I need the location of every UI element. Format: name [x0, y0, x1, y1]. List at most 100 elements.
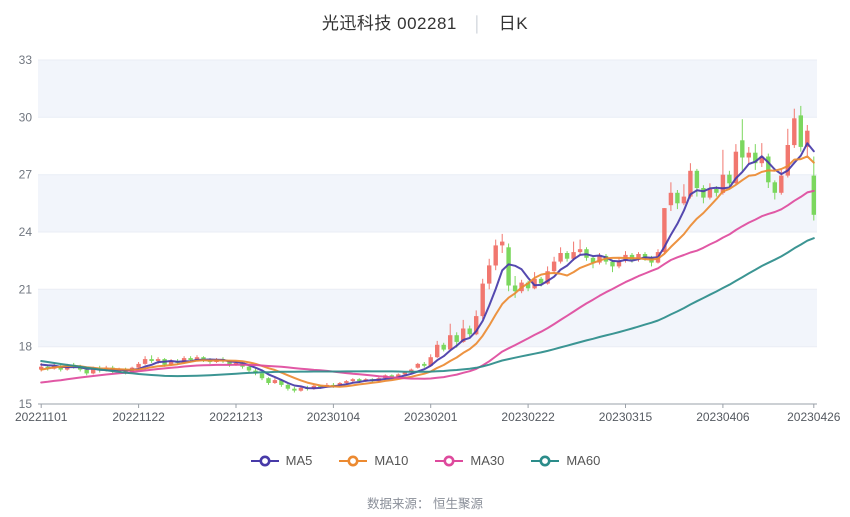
candle-body — [415, 363, 420, 368]
candle-body — [753, 152, 758, 164]
candle-body — [551, 261, 557, 272]
candle-body — [500, 241, 505, 246]
candle-body — [84, 369, 89, 374]
x-axis-label: 20230406 — [696, 410, 750, 424]
candle-body — [772, 182, 777, 193]
plot-band — [38, 174, 817, 232]
price-chart-canvas[interactable]: 15 18 21 24 27 30 33 20221101 20221122 20221213 20… — [0, 0, 850, 440]
x-axis-label: 20230222 — [501, 410, 555, 424]
candle-body — [590, 257, 596, 263]
candle-body — [149, 359, 154, 361]
candle-body — [675, 192, 680, 204]
y-axis-label: 24 — [19, 225, 33, 239]
candle-body — [39, 366, 44, 370]
candle-body — [311, 385, 317, 389]
ma5-legend-marker-icon — [250, 455, 279, 466]
candle-body — [389, 375, 394, 378]
y-axis-label: 30 — [19, 110, 33, 124]
candle-body — [292, 388, 297, 391]
candle-body — [545, 271, 550, 284]
candle-body — [733, 151, 739, 184]
candle-body — [461, 328, 466, 342]
candle-body — [272, 380, 278, 383]
legend-item-ma10[interactable]: MA10 — [338, 453, 408, 468]
candle-body — [201, 357, 206, 361]
candle-body — [558, 253, 563, 262]
legend-label: MA10 — [374, 453, 409, 468]
candle-body — [344, 381, 349, 383]
chart-header: 光迅科技 002281 │ 日K — [0, 9, 850, 34]
candle-body — [720, 174, 726, 193]
candle-body — [142, 359, 148, 364]
legend-label: MA30 — [470, 453, 505, 468]
candle-body — [525, 282, 531, 289]
candle-body — [532, 278, 537, 289]
candle-body — [298, 387, 304, 391]
candle-body — [694, 170, 700, 188]
candle-body — [766, 156, 771, 183]
y-axis-label: 27 — [19, 168, 33, 182]
candle-body — [714, 189, 719, 193]
ma30-legend-marker-icon — [435, 455, 464, 466]
candle-body — [727, 174, 732, 184]
candle-body — [480, 283, 485, 317]
candle-body — [701, 188, 706, 198]
candle-body — [662, 208, 667, 253]
title-separator: │ — [472, 16, 483, 33]
ma60-legend-marker-icon — [531, 455, 560, 466]
data-source-note: 数据来源： 恒生聚源 — [367, 497, 483, 511]
x-axis-label: 20230315 — [599, 410, 653, 424]
candle-body — [571, 252, 576, 259]
candle-body — [493, 245, 498, 266]
candle-body — [779, 175, 784, 193]
plot-band — [38, 289, 817, 347]
legend-item-ma5[interactable]: MA5 — [250, 453, 313, 468]
candle-body — [194, 357, 200, 361]
candle-body — [636, 254, 641, 260]
candle-body — [688, 170, 693, 197]
stock-title: 光迅科技 002281 — [321, 14, 457, 33]
candle-body — [467, 328, 472, 335]
candle-body — [564, 253, 570, 259]
candle-body — [357, 379, 362, 382]
candle-body — [448, 335, 453, 350]
y-axis-label: 21 — [19, 282, 33, 296]
plot-band — [38, 60, 817, 118]
legend-label: MA60 — [566, 453, 601, 468]
candle-body — [597, 255, 602, 263]
candle-body — [487, 265, 492, 284]
candle-body — [454, 335, 459, 342]
y-axis-label: 18 — [19, 340, 33, 354]
candle-body — [792, 118, 797, 146]
ma5-line — [40, 142, 815, 390]
x-axis-label: 20221122 — [112, 410, 165, 424]
candle-body — [811, 175, 816, 215]
candle-body — [746, 152, 751, 158]
x-axis-label: 20230104 — [307, 410, 361, 424]
chart-legend: MA5 MA10 MA30 MA60 — [0, 453, 850, 468]
candle-body — [396, 374, 401, 378]
candle-body — [668, 192, 674, 206]
candle-body — [350, 379, 355, 382]
legend-label: MA5 — [285, 453, 313, 468]
candle-body — [188, 358, 193, 360]
y-axis-label: 15 — [19, 397, 33, 411]
candle-body — [798, 115, 803, 147]
legend-item-ma30[interactable]: MA30 — [434, 453, 504, 468]
candle-body — [279, 380, 284, 385]
candle-body — [91, 368, 96, 374]
y-axis-label: 33 — [19, 53, 33, 67]
chart-period-label: 日K — [498, 14, 529, 33]
candle-body — [441, 344, 446, 350]
candle-body — [246, 366, 252, 371]
legend-item-ma60[interactable]: MA60 — [530, 453, 600, 468]
candle-body — [266, 378, 271, 383]
candle-body — [506, 247, 511, 286]
candle-body — [642, 254, 648, 258]
candle-body — [285, 384, 291, 389]
candle-body — [155, 359, 161, 361]
candle-body — [805, 130, 810, 147]
candle-body — [435, 344, 440, 358]
candle-body — [681, 196, 687, 204]
